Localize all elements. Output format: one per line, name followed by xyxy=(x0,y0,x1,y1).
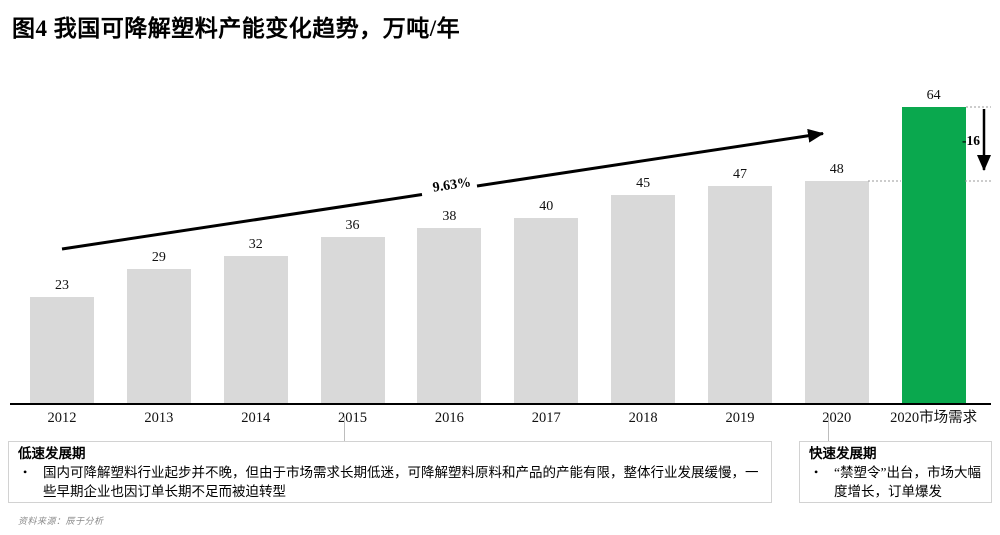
bar-value-label: 23 xyxy=(55,278,69,293)
callout-fast-text: “禁塑令”出台，市场大幅度增长，订单爆发 xyxy=(834,465,981,500)
bar xyxy=(804,181,869,404)
callout-fast-title: 快速发展期 xyxy=(809,446,877,461)
source-note: 资料来源：辰于分析 xyxy=(18,516,104,526)
cagr-annotation: 9.63% xyxy=(431,175,473,196)
bar xyxy=(514,218,579,404)
chart-title: 图4 我国可降解塑料产能变化趋势，万吨/年 xyxy=(12,16,461,41)
callout-slow-phase: 低速发展期 • 国内可降解塑料行业起步并不晚，但由于市场需求长期低迷，可降解塑料… xyxy=(8,441,772,503)
bar-value-label: 29 xyxy=(151,250,166,265)
callout-slow-title: 低速发展期 xyxy=(18,446,86,461)
bullet-marker: • xyxy=(814,465,819,480)
bar-value-label: 32 xyxy=(248,237,263,252)
x-axis-category-label: 2019 xyxy=(725,410,755,426)
gap-annotation: -16 xyxy=(962,133,980,148)
x-axis-category-label: 2018 xyxy=(628,410,658,426)
x-axis-category-label: 2017 xyxy=(531,410,561,426)
callout-connector-right xyxy=(828,416,829,441)
bar-highlight xyxy=(901,107,966,404)
bullet-marker: • xyxy=(23,465,28,480)
bar-value-label: 38 xyxy=(442,209,457,224)
bar xyxy=(223,256,288,404)
x-axis-category-label: 2016 xyxy=(434,410,464,426)
bar xyxy=(707,186,772,404)
bar xyxy=(417,228,482,404)
x-axis-line xyxy=(10,403,991,405)
x-axis-category-label: 2020市场需求 xyxy=(890,410,978,426)
bar-value-label: 40 xyxy=(539,199,554,214)
x-axis-category-label: 2015 xyxy=(338,410,368,426)
x-axis-category-label: 2014 xyxy=(241,410,271,426)
bar-value-label: 45 xyxy=(636,176,651,191)
bar xyxy=(30,297,94,404)
callout-fast-phase: 快速发展期 • “禁塑令”出台，市场大幅度增长，订单爆发 xyxy=(799,441,992,503)
bar xyxy=(126,269,191,404)
bar-value-label: 64 xyxy=(926,88,941,103)
x-axis-category-label: 2012 xyxy=(47,410,77,426)
x-axis-category-label: 2020 xyxy=(822,410,852,426)
callout-connector-left xyxy=(344,416,345,441)
x-axis-category-label: 2013 xyxy=(144,410,174,426)
bar-value-label: 47 xyxy=(732,167,747,182)
bar xyxy=(320,237,385,404)
callout-slow-text: 国内可降解塑料行业起步并不晚，但由于市场需求长期低迷，可降解塑料原料和产品的产能… xyxy=(43,465,759,500)
bar-value-label: 36 xyxy=(345,218,360,233)
bar-value-label: 48 xyxy=(829,162,844,177)
bar xyxy=(611,195,676,404)
